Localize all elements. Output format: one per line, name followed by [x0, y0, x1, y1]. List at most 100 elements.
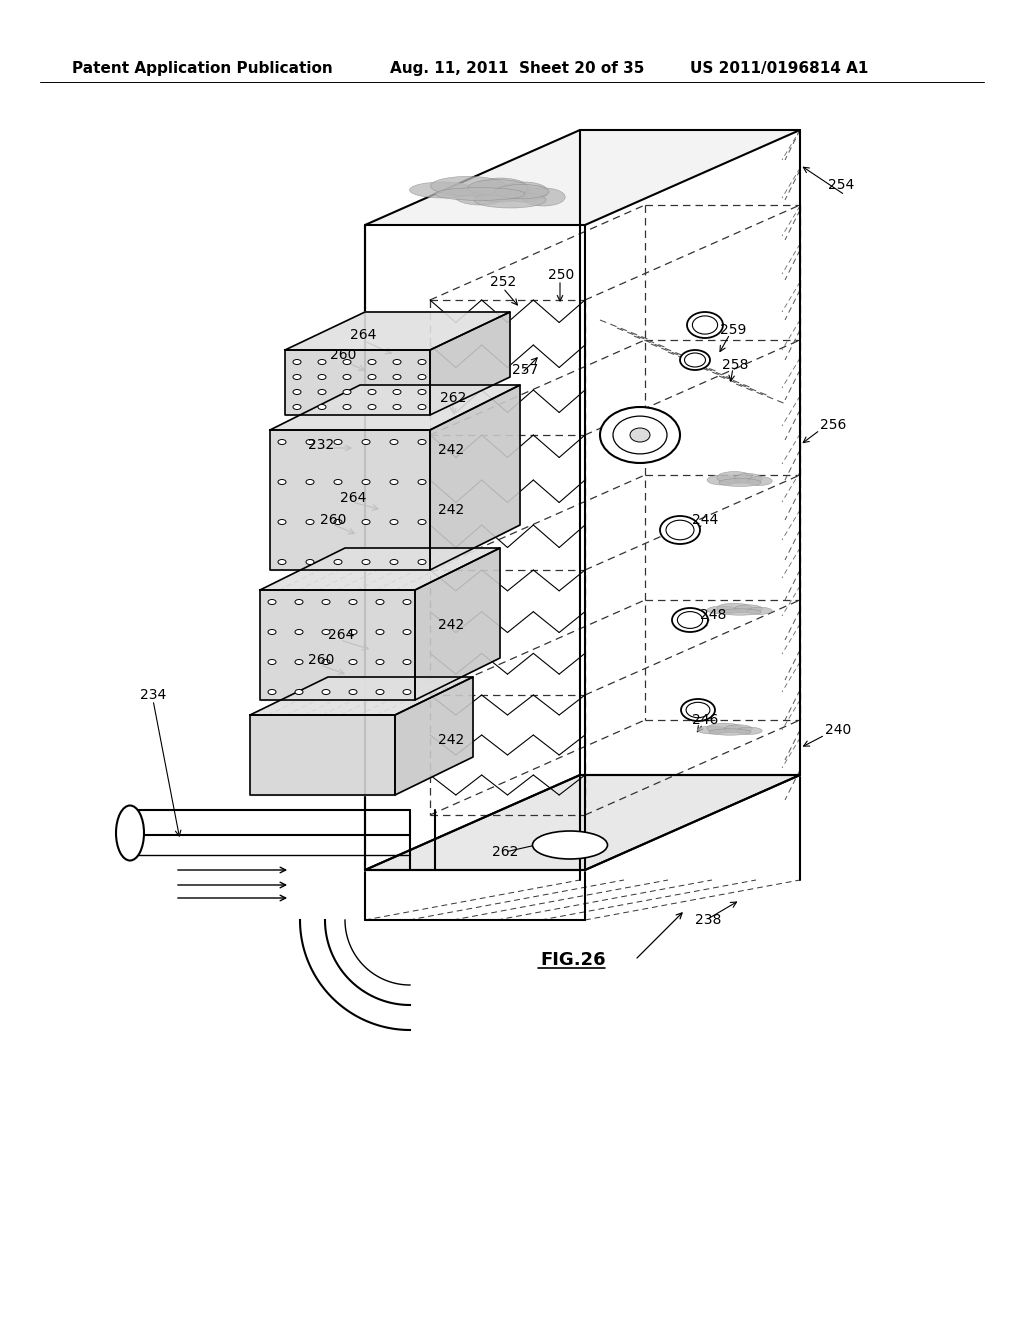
- Text: 257: 257: [512, 363, 539, 378]
- Ellipse shape: [293, 404, 301, 409]
- Ellipse shape: [295, 630, 303, 635]
- Ellipse shape: [362, 560, 370, 565]
- Text: Patent Application Publication: Patent Application Publication: [72, 61, 333, 75]
- Ellipse shape: [376, 630, 384, 635]
- Ellipse shape: [343, 404, 351, 409]
- Ellipse shape: [393, 404, 401, 409]
- Ellipse shape: [278, 520, 286, 524]
- Ellipse shape: [470, 178, 530, 202]
- Text: 260: 260: [319, 513, 346, 527]
- Ellipse shape: [418, 479, 426, 484]
- Ellipse shape: [368, 359, 376, 364]
- Ellipse shape: [376, 689, 384, 694]
- Text: 240: 240: [825, 723, 851, 737]
- Ellipse shape: [278, 560, 286, 565]
- Ellipse shape: [376, 599, 384, 605]
- Ellipse shape: [306, 520, 314, 524]
- Ellipse shape: [708, 475, 738, 484]
- Ellipse shape: [334, 520, 342, 524]
- Polygon shape: [270, 430, 430, 570]
- Polygon shape: [365, 775, 800, 870]
- Text: 242: 242: [438, 618, 464, 632]
- Ellipse shape: [343, 375, 351, 380]
- Ellipse shape: [737, 727, 762, 734]
- Text: 260: 260: [330, 348, 356, 362]
- Text: 262: 262: [440, 391, 466, 405]
- Ellipse shape: [390, 560, 398, 565]
- Ellipse shape: [306, 440, 314, 445]
- Text: 260: 260: [308, 653, 335, 667]
- Ellipse shape: [724, 725, 753, 733]
- Text: 234: 234: [140, 688, 166, 702]
- Ellipse shape: [708, 606, 738, 614]
- Text: US 2011/0196814 A1: US 2011/0196814 A1: [690, 61, 868, 75]
- Text: 262: 262: [492, 845, 518, 859]
- Ellipse shape: [522, 187, 565, 206]
- Ellipse shape: [709, 729, 751, 735]
- Ellipse shape: [362, 520, 370, 524]
- Ellipse shape: [368, 375, 376, 380]
- Polygon shape: [415, 548, 500, 700]
- Ellipse shape: [293, 375, 301, 380]
- Ellipse shape: [418, 560, 426, 565]
- Ellipse shape: [697, 726, 728, 734]
- Ellipse shape: [393, 375, 401, 380]
- Polygon shape: [285, 312, 510, 350]
- Ellipse shape: [322, 630, 330, 635]
- Text: Aug. 11, 2011  Sheet 20 of 35: Aug. 11, 2011 Sheet 20 of 35: [390, 61, 644, 75]
- Ellipse shape: [322, 689, 330, 694]
- Ellipse shape: [368, 389, 376, 395]
- Ellipse shape: [293, 359, 301, 364]
- Ellipse shape: [717, 603, 752, 612]
- Ellipse shape: [418, 359, 426, 364]
- Ellipse shape: [268, 630, 276, 635]
- Ellipse shape: [322, 660, 330, 664]
- Ellipse shape: [349, 630, 357, 635]
- Ellipse shape: [268, 599, 276, 605]
- Ellipse shape: [410, 182, 475, 198]
- Ellipse shape: [376, 660, 384, 664]
- Ellipse shape: [318, 375, 326, 380]
- Text: 259: 259: [720, 323, 746, 337]
- Ellipse shape: [368, 404, 376, 409]
- Text: 258: 258: [722, 358, 749, 372]
- Text: 264: 264: [350, 327, 377, 342]
- Ellipse shape: [707, 723, 742, 733]
- Text: 242: 242: [438, 444, 464, 457]
- Ellipse shape: [343, 359, 351, 364]
- Ellipse shape: [349, 689, 357, 694]
- Text: 232: 232: [308, 438, 334, 451]
- Ellipse shape: [403, 630, 411, 635]
- Ellipse shape: [666, 520, 694, 540]
- Text: FIG.26: FIG.26: [540, 950, 605, 969]
- Ellipse shape: [746, 607, 772, 614]
- Ellipse shape: [393, 359, 401, 364]
- Text: 254: 254: [828, 178, 854, 191]
- Text: 264: 264: [340, 491, 367, 506]
- Polygon shape: [365, 129, 800, 224]
- Polygon shape: [260, 590, 415, 700]
- Text: 244: 244: [692, 513, 718, 527]
- Ellipse shape: [613, 416, 667, 454]
- Polygon shape: [260, 548, 500, 590]
- Polygon shape: [250, 677, 473, 715]
- Ellipse shape: [293, 389, 301, 395]
- Ellipse shape: [318, 404, 326, 409]
- Ellipse shape: [717, 471, 752, 483]
- Ellipse shape: [362, 479, 370, 484]
- Ellipse shape: [418, 404, 426, 409]
- Ellipse shape: [501, 182, 549, 202]
- Ellipse shape: [418, 389, 426, 395]
- Polygon shape: [250, 715, 395, 795]
- Ellipse shape: [334, 440, 342, 445]
- Ellipse shape: [362, 440, 370, 445]
- Ellipse shape: [318, 389, 326, 395]
- Ellipse shape: [268, 660, 276, 664]
- Ellipse shape: [268, 689, 276, 694]
- Ellipse shape: [393, 389, 401, 395]
- Ellipse shape: [278, 479, 286, 484]
- Ellipse shape: [390, 520, 398, 524]
- Ellipse shape: [306, 560, 314, 565]
- Text: 242: 242: [438, 733, 464, 747]
- Ellipse shape: [630, 428, 650, 442]
